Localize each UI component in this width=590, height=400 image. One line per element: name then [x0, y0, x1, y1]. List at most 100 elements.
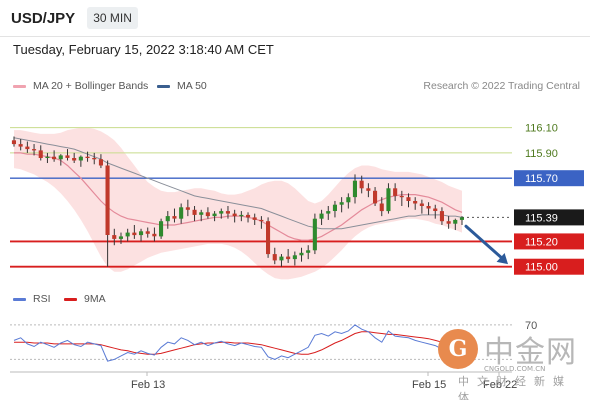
candle [259, 216, 264, 229]
bollinger-band-group [14, 127, 462, 280]
candle [159, 218, 164, 239]
legend-ma50: MA 50 [157, 80, 207, 92]
candle [165, 211, 170, 229]
candle-body [312, 218, 317, 251]
candle-body [65, 155, 70, 158]
candle-body [286, 256, 291, 260]
candle-body [426, 206, 431, 209]
candle-body [399, 195, 404, 198]
candle [132, 224, 137, 239]
candle-body [118, 236, 123, 239]
candle [98, 154, 103, 169]
candle [45, 152, 50, 164]
candle-body [279, 256, 284, 261]
candle [292, 251, 297, 266]
candle-body [292, 255, 297, 260]
timeframe-badge[interactable]: 30 MIN [87, 7, 138, 29]
rsi-ma9-line [14, 331, 463, 355]
candle [125, 228, 130, 242]
watermark: G 中金网 CNGOLD.COM.CN 中文财经新媒体 [436, 323, 586, 400]
candle [326, 206, 331, 220]
candle-body [359, 180, 364, 189]
watermark-url: CNGOLD.COM.CN [484, 365, 546, 373]
price-tag-label: 115.90 [525, 148, 558, 160]
candle-body [159, 221, 164, 237]
candle-body [11, 140, 16, 145]
candle-body [225, 211, 230, 214]
candle [299, 247, 304, 262]
candle-body [38, 150, 43, 158]
forecast-arrow-head-icon [496, 253, 508, 265]
candle [65, 149, 70, 161]
candle-body [192, 209, 197, 215]
candle [252, 213, 257, 225]
legend-rsi-label: RSI [33, 293, 51, 305]
header-divider [0, 36, 590, 37]
x-tick-label: Feb 15 [412, 379, 446, 391]
watermark-logo-icon: G [438, 329, 478, 369]
candle [286, 249, 291, 263]
candle [359, 175, 364, 194]
candle [85, 151, 90, 162]
candle-body [266, 221, 271, 255]
candle-body [72, 158, 77, 161]
ma50-swatch-icon [157, 84, 170, 88]
candle-body [413, 201, 418, 204]
candle-body [232, 213, 237, 217]
price-tag-label: 115.39 [525, 212, 558, 224]
legend-9ma: 9MA [64, 293, 106, 305]
candle-body [112, 235, 117, 239]
candle-body [299, 252, 304, 256]
candle-body [58, 155, 63, 160]
candle [339, 197, 344, 213]
candle-body [373, 190, 378, 204]
candle [419, 199, 424, 214]
candle [232, 209, 237, 223]
candle-body [185, 207, 190, 210]
price-tag-label: 115.20 [525, 236, 558, 248]
candle-body [393, 188, 398, 196]
price-tag-box [514, 170, 584, 187]
candle-body [172, 216, 177, 219]
candle [352, 174, 357, 204]
candle [433, 204, 438, 219]
candle [279, 254, 284, 267]
legend-ma20-label: MA 20 + Bollinger Bands [33, 80, 149, 92]
candle-body [459, 217, 464, 220]
candle [399, 190, 404, 207]
rsi-line [13, 324, 463, 362]
candle [332, 200, 337, 218]
candle-body [326, 211, 331, 214]
candle [58, 154, 63, 166]
candle-body [105, 165, 110, 235]
candle [413, 197, 418, 210]
candle [225, 206, 230, 219]
ma9-swatch-icon [64, 297, 77, 301]
candle-body [433, 208, 438, 211]
candle [246, 212, 251, 223]
candle [38, 145, 43, 161]
candle-body [306, 250, 311, 253]
candle [25, 141, 30, 153]
candle [393, 183, 398, 201]
rsi-panel-group: 70 [10, 320, 537, 362]
candle-body [52, 156, 57, 160]
legend-ma50-label: MA 50 [177, 80, 207, 92]
candle-body [439, 211, 444, 222]
candle-body [406, 197, 411, 201]
candle [446, 216, 451, 229]
price-tags-group: 116.10 115.90 115.70 115.39 115.20 115.00 [514, 123, 584, 275]
candle-body [246, 214, 251, 218]
ma50-line [13, 137, 463, 230]
symbol-title: USD/JPY [11, 9, 76, 27]
candles-group [11, 136, 464, 267]
price-levels-group [10, 127, 512, 268]
candle [179, 203, 184, 224]
candle [406, 193, 411, 208]
candle-body [165, 216, 170, 222]
candle-body [199, 212, 204, 215]
candle [426, 202, 431, 215]
x-axis-group: Feb 13 Feb 15 Feb 22 [10, 371, 517, 391]
candle-body [45, 156, 50, 158]
